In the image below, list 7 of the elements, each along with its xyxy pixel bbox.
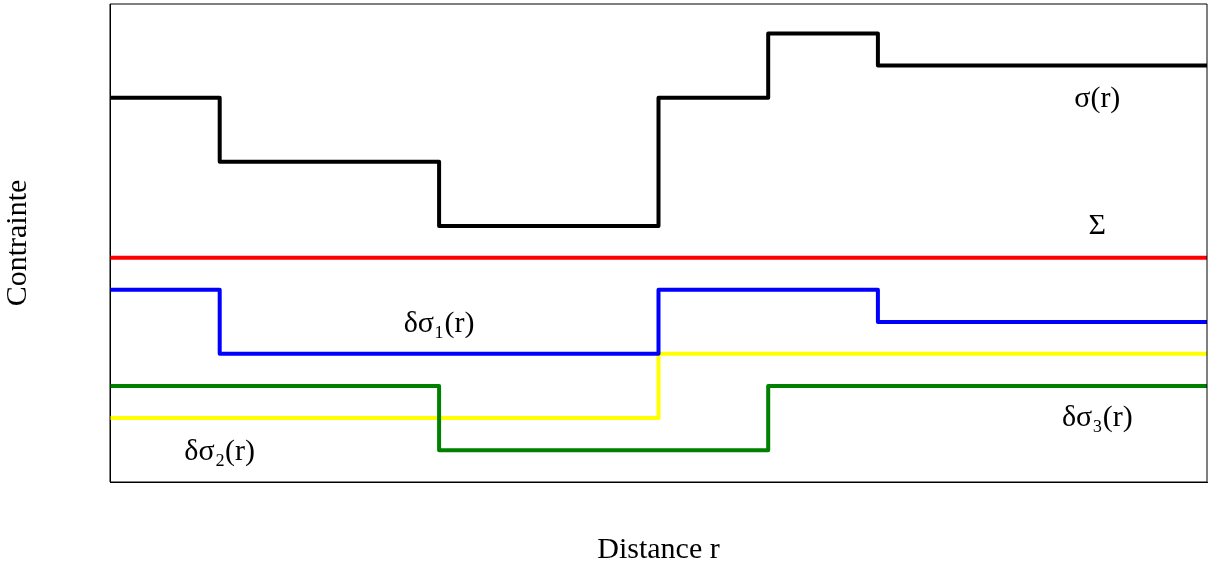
series-label: δσ₂(r) xyxy=(184,432,256,467)
series-label: σ(r) xyxy=(1074,80,1121,115)
series-label: δσ₃(r) xyxy=(1061,398,1133,433)
series-label: δσ₁(r) xyxy=(403,304,475,339)
series-label: Σ xyxy=(1088,206,1107,240)
x-axis-title: Distance r xyxy=(597,530,720,564)
y-axis-title: Contrainte xyxy=(0,179,32,307)
